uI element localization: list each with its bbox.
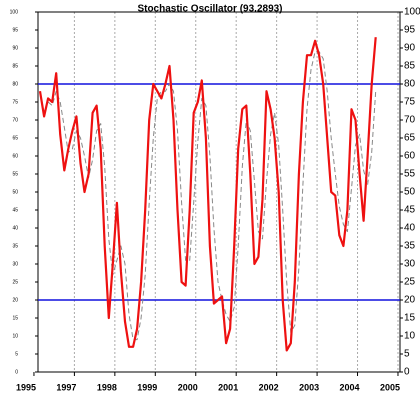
y2-tick-label: 40: [404, 223, 416, 234]
x-tick-label: 2003: [299, 382, 319, 392]
y-tick-label: 100: [10, 9, 19, 15]
plot-frame: [37, 11, 401, 373]
y2-tick-label: 95: [404, 25, 416, 36]
y2-tick-label: 0: [404, 367, 410, 378]
x-tick-label: 2001: [218, 382, 238, 392]
y-tick-label: 60: [12, 153, 18, 159]
y2-tick-label: 85: [404, 61, 416, 72]
y2-tick-label: 30: [404, 259, 416, 270]
y-tick-label: 20: [12, 297, 18, 303]
series-line: [38, 37, 377, 352]
y-tick-label: 15: [12, 315, 18, 321]
y2-tick-label: 60: [404, 151, 416, 162]
y2-tick-label: 80: [404, 79, 416, 90]
y-tick-label: 25: [12, 279, 18, 285]
y2-tick-label: 35: [404, 241, 416, 252]
y-tick-label: 55: [12, 171, 18, 177]
y2-tick-label: 100: [404, 7, 420, 18]
y2-tick-label: 45: [404, 205, 416, 216]
x-tick-label: 1998: [97, 382, 117, 392]
y-tick-label: 50: [12, 189, 18, 195]
y2-tick-label: 75: [404, 97, 416, 108]
x-tick-label: 1995: [16, 382, 36, 392]
y-tick-label: 35: [12, 243, 18, 249]
y2-tick-label: 55: [404, 169, 416, 180]
y-tick-label: 95: [12, 27, 18, 33]
x-tick-label: 1999: [137, 382, 157, 392]
y-tick-label: 75: [12, 99, 18, 105]
y-tick-label: 0: [15, 369, 18, 375]
y-tick-label: 10: [12, 333, 18, 339]
y-tick-label: 30: [12, 261, 18, 267]
y2-tick-label: 70: [404, 115, 416, 126]
x-tick-label: 2005: [380, 382, 400, 392]
y2-tick-label: 10: [404, 331, 416, 342]
y-tick-label: 65: [12, 135, 18, 141]
y2-tick-label: 15: [404, 313, 416, 324]
x-tick-label: 2004: [340, 382, 360, 392]
y-tick-label: 90: [12, 45, 18, 51]
x-tick-label: 2002: [259, 382, 279, 392]
y-tick-label: 80: [12, 81, 18, 87]
x-tick-label: 1997: [56, 382, 76, 392]
y-tick-label: 5: [15, 351, 18, 357]
y-tick-label: 45: [12, 207, 18, 213]
y2-tick-label: 65: [404, 133, 416, 144]
y2-tick-label: 90: [404, 43, 416, 54]
y2-tick-label: 20: [404, 295, 416, 306]
series-line: [47, 51, 377, 341]
y-tick-label: 70: [12, 117, 18, 123]
y-tick-label: 40: [12, 225, 18, 231]
y-tick-label: 85: [12, 63, 18, 69]
y2-tick-label: 50: [404, 187, 416, 198]
y2-tick-label: 5: [404, 349, 410, 360]
y2-tick-label: 25: [404, 277, 416, 288]
x-tick-label: 2000: [178, 382, 198, 392]
chart-title: Stochastic Oscillator (93.2893): [137, 4, 282, 15]
